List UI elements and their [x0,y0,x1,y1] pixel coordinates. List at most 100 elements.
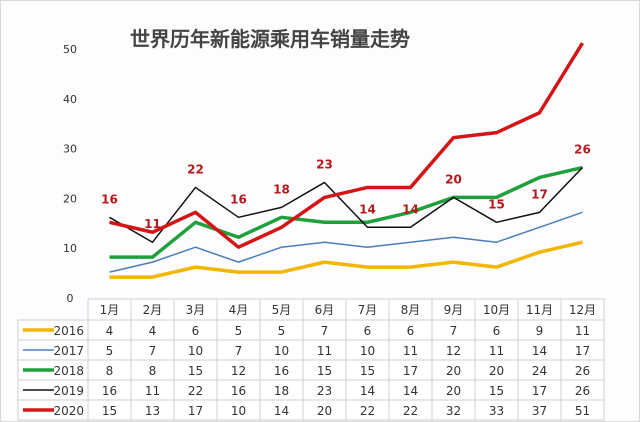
table-value: 20 [489,364,504,378]
data-label: 14 [359,202,376,216]
table-value: 12 [231,364,246,378]
table-value: 26 [575,384,590,398]
table-value: 11 [317,344,332,358]
x-tick-label: 5月 [272,303,292,317]
series-line-2016 [109,240,583,279]
data-labels: 16 11 22 16 18 23 14 14 20 15 17 26 [101,143,591,232]
data-label: 16 [230,192,247,206]
table-value: 16 [102,384,117,398]
table-value: 5 [106,344,114,358]
series-line-2017 [109,211,583,273]
table-value: 4 [106,324,114,338]
x-tick-label: 6月 [315,303,335,317]
table-value: 22 [188,384,203,398]
table-cell [560,399,605,421]
table-value: 11 [403,344,418,358]
table-value: 11 [489,344,504,358]
table-value: 10 [274,344,289,358]
table-value: 17 [575,344,590,358]
table-value: 8 [149,364,157,378]
y-tick-label: 40 [63,93,77,106]
table-value: 33 [489,404,504,418]
table-value: 6 [493,324,501,338]
x-tick-label: 4月 [229,303,249,317]
table-value: 11 [575,324,590,338]
table-value: 10 [188,344,203,358]
y-axis: 0 10 20 30 40 50 [63,43,77,305]
table-value: 32 [446,404,461,418]
table-value: 6 [192,324,200,338]
y-tick-label: 20 [63,192,77,205]
data-label: 17 [531,187,548,201]
table-value: 6 [407,324,415,338]
data-label: 14 [402,202,419,216]
y-tick-label: 0 [67,292,74,305]
series-line-2020 [109,42,584,249]
data-label: 15 [488,197,505,211]
table-value: 5 [235,324,243,338]
x-tick-label: 2月 [143,303,163,317]
table-value: 13 [145,404,160,418]
table-value: 14 [532,344,547,358]
data-label: 16 [101,192,118,206]
data-label: 20 [445,172,462,186]
series-line-2019 [109,167,584,243]
table-value: 20 [317,404,332,418]
table-value: 26 [575,364,590,378]
table-value: 10 [360,344,375,358]
table-value: 20 [446,364,461,378]
table-value: 7 [149,344,157,358]
x-tick-label: 12月 [569,303,596,317]
x-tick-label: 8月 [401,303,421,317]
data-label: 26 [574,143,591,157]
table-value: 15 [317,364,332,378]
series-lines [109,42,584,279]
table-value: 15 [188,364,203,378]
legend-label: 2018 [53,364,84,378]
table-value: 22 [360,404,375,418]
x-tick-label: 7月 [358,303,378,317]
series-line-2018 [109,165,583,259]
table-value: 7 [321,324,329,338]
y-tick-label: 10 [63,242,77,255]
table-value: 23 [317,384,332,398]
data-label: 23 [316,157,333,171]
table-value: 15 [360,364,375,378]
table-value: 6 [364,324,372,338]
table-value: 15 [489,384,504,398]
legend-label: 2020 [53,404,84,418]
table-value: 22 [403,404,418,418]
table-value: 8 [106,364,114,378]
table-value: 15 [102,404,117,418]
y-tick-label: 50 [63,43,77,56]
table-value: 51 [575,404,590,418]
table-value: 10 [231,404,246,418]
table-value: 4 [149,324,157,338]
legend-label: 2016 [53,324,84,338]
legend-label: 2017 [53,344,84,358]
table-value: 12 [446,344,461,358]
table-value: 18 [274,384,289,398]
table-value: 7 [450,324,458,338]
table-value: 5 [278,324,286,338]
x-tick-label: 11月 [526,303,553,317]
x-tick-label: 3月 [186,303,206,317]
legend-label: 2019 [53,384,84,398]
table-value: 20 [446,384,461,398]
y-tick-label: 30 [63,143,77,156]
table-value: 14 [274,404,289,418]
table-value: 17 [188,404,203,418]
table-value: 11 [145,384,160,398]
x-tick-label: 1月 [100,303,120,317]
table-value: 17 [403,364,418,378]
data-label: 11 [144,217,161,231]
table-value: 9 [536,324,544,338]
table-value: 16 [231,384,246,398]
table-value: 14 [403,384,418,398]
table-value: 14 [360,384,375,398]
chart-title: 世界历年新能源乘用车销量走势 [130,27,410,51]
table-value: 24 [532,364,547,378]
table-value: 37 [532,404,547,418]
x-tick-label: 9月 [444,303,464,317]
